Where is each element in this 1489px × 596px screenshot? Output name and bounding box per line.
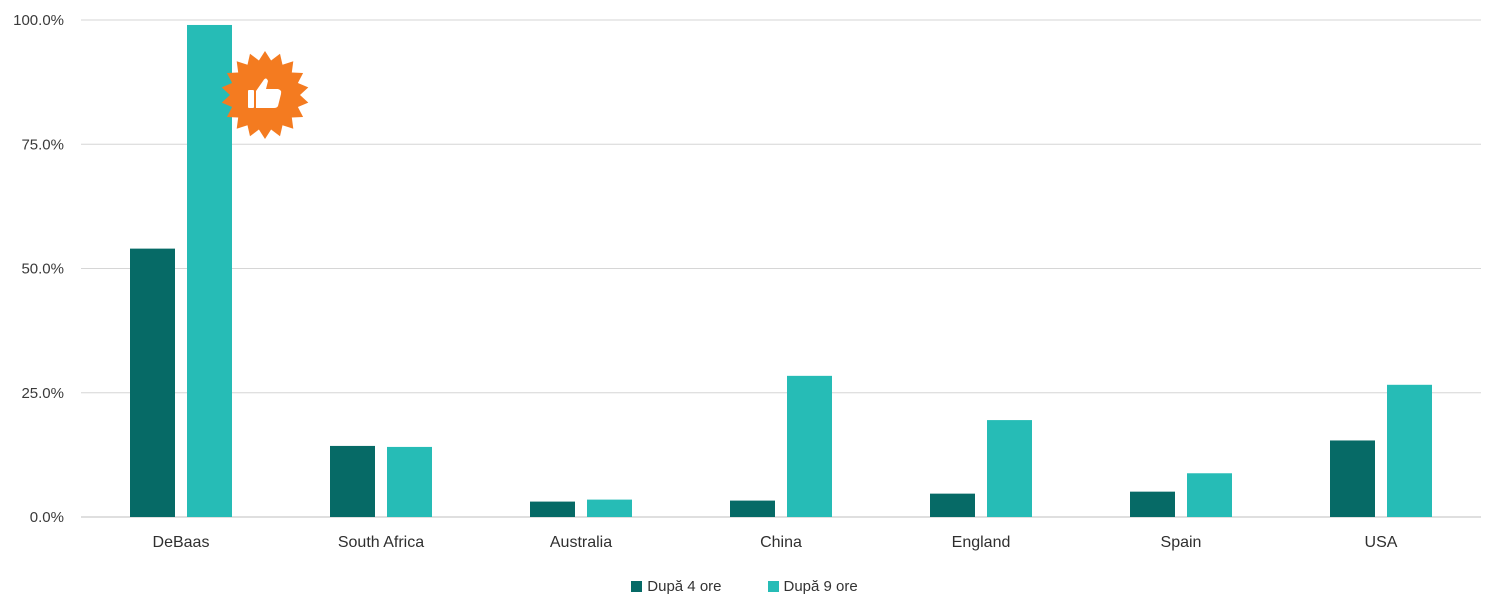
x-axis-labels: DeBaas South Africa Australia China England S… — [153, 534, 1398, 551]
x-tick-label: USA — [1365, 534, 1398, 551]
x-tick-label: Spain — [1161, 534, 1202, 551]
legend-swatch — [767, 580, 779, 592]
x-tick-label: England — [952, 534, 1011, 551]
thumbs-up-icon — [248, 78, 282, 108]
x-tick-label: China — [760, 534, 802, 551]
legend-label: După 4 ore — [647, 577, 722, 595]
bar-2-england — [987, 420, 1032, 517]
bar-2-china — [787, 375, 832, 517]
bar-2-spain — [1187, 473, 1232, 517]
y-tick-label: 100.0% — [13, 12, 64, 29]
x-tick-label: DeBaas — [153, 534, 210, 551]
legend-item-series-2: După 9 ore — [767, 577, 858, 595]
bar-2-usa — [1387, 384, 1432, 517]
bar-2-australia — [587, 499, 632, 517]
bar-1-england — [930, 493, 975, 517]
bar-2-debaas — [187, 24, 232, 517]
bar-1-debaas — [130, 248, 175, 517]
y-axis-ticks: 0.0% 25.0% 50.0% 75.0% 100.0% — [13, 12, 64, 526]
bar-1-south-africa — [330, 445, 375, 517]
x-tick-label: South Africa — [338, 534, 424, 551]
bar-1-australia — [530, 501, 575, 517]
gridlines — [81, 19, 1481, 518]
legend-item-series-1: După 4 ore — [631, 577, 722, 595]
thumbs-up-badge-icon — [221, 51, 309, 139]
y-tick-label: 0.0% — [30, 509, 64, 526]
bar-1-usa — [1330, 440, 1375, 517]
y-tick-label: 25.0% — [21, 385, 64, 402]
bar-1-spain — [1130, 491, 1175, 517]
bar-1-china — [730, 500, 775, 517]
x-tick-label: Australia — [550, 534, 612, 551]
bars — [130, 24, 1432, 517]
y-tick-label: 75.0% — [21, 136, 64, 153]
bar-2-south-africa — [387, 446, 432, 517]
legend-label: După 9 ore — [783, 577, 858, 595]
legend-swatch — [631, 580, 643, 592]
y-tick-label: 50.0% — [21, 261, 64, 278]
legend: După 4 ore După 9 ore — [0, 576, 1489, 596]
